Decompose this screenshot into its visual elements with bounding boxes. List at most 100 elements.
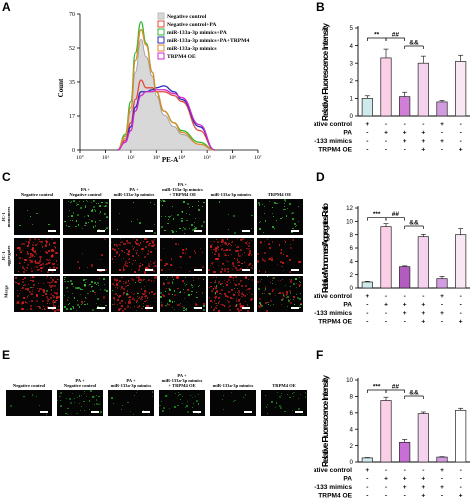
column-header: TRPM4 OE [272,383,296,388]
condition-mark: + [403,138,407,145]
bar [417,236,429,289]
scale-bar [242,307,250,309]
bar-chart-d: 0 2 4 6 8 10 12 Relative Monomers/Aggregates Ra… [314,203,470,326]
bar-ytick-label: 10 [346,377,353,384]
condition-mark: + [459,319,463,326]
hist-series-area [117,38,215,151]
condition-mark: - [441,319,443,326]
legend-swatch [157,36,165,44]
condition-mark: + [403,302,407,309]
condition-mark: - [460,121,462,128]
condition-mark: - [460,302,462,309]
hist-xtick-label: 10° [76,154,84,161]
bar [455,234,467,289]
micrograph-tile [14,237,60,274]
bar-chart-b: 0 1 2 3 4 5 Relative Fluorescence Intensity ** #… [314,23,470,154]
column-header: PA + miR-133a-3p mimics [110,378,152,388]
scale-bar [48,230,56,232]
bar [399,96,411,117]
bar-ylabel: Relative Fluorescence Intensity [321,23,330,121]
micrograph-tile [208,237,254,274]
column-header: miR-133a-3p mimics [210,192,252,197]
micrograph-tile [208,276,254,312]
hist-xlabel: PE-A [162,156,178,164]
row-label: Merge [3,285,9,298]
micrograph-tile [159,276,206,312]
sig-mark: ** [374,32,380,39]
condition-mark: + [365,293,369,300]
condition-mark: - [460,476,462,483]
bar [361,281,373,289]
condition-mark: + [440,484,444,491]
hist-ytick-label: 17 [69,114,75,120]
micrograph-tile [261,390,307,416]
condition-mark: - [441,493,443,500]
condition-mark: + [365,121,369,128]
condition-mark: - [385,319,387,326]
scale-bar [290,230,299,232]
condition-mark: - [366,302,368,309]
hist-series-line [117,28,215,151]
condition-mark: - [422,121,424,128]
condition-mark: - [385,467,387,474]
bar [380,226,392,289]
panel-letter-b: B [316,0,325,14]
condition-mark: + [421,493,425,500]
micrograph-tile [14,199,60,235]
legend-label: TRPM4 OE [167,54,196,60]
legend-swatch [157,44,165,52]
scale-bar [193,411,201,413]
hist-ylabel: Count [57,78,65,97]
condition-label: miR-133 mimics [314,138,352,145]
condition-mark: + [459,147,463,154]
bar-ylabel: Relative Fluorescence Intensity [321,375,330,467]
hist-ytick-label: 52 [69,46,75,52]
condition-label: miR-133 mimics [314,310,352,317]
bar-ytick-label: 8 [350,232,354,239]
bar-ytick-label: 6 [350,245,354,252]
condition-mark: + [403,310,407,317]
condition-mark: - [385,147,387,154]
legend-swatch [157,20,165,28]
condition-label: miR-133 mimics [314,484,352,491]
micrograph-tile [159,237,206,274]
row-label: JC-1 monomers [1,206,11,228]
micrograph-tile [159,199,206,235]
condition-mark: + [421,484,425,491]
condition-mark: + [403,476,407,483]
condition-mark: - [366,138,368,145]
micrograph-tile [57,390,103,416]
micrograph-tile [62,199,109,235]
condition-mark: - [404,121,406,128]
micrograph-tile [210,390,256,416]
condition-mark: - [385,138,387,145]
condition-mark: + [459,493,463,500]
bar [399,441,411,463]
hist-xtick-label: 10⁶ [229,155,237,161]
condition-mark: - [404,493,406,500]
micrograph-tile [208,199,254,235]
condition-mark: + [421,302,425,309]
micrograph-tile [256,276,303,312]
bar [380,400,392,463]
condition-mark: + [421,130,425,137]
condition-mark: - [366,484,368,491]
column-header: PA + miR-133a-3p mimics [113,187,155,197]
micrograph-tile [62,276,109,312]
micrograph-tile [62,237,109,274]
bar-ytick-label: 4 [350,259,354,266]
bar-ytick-label: 2 [350,78,354,85]
condition-mark: + [440,138,444,145]
scale-bar [193,307,202,309]
hist-series-line [117,89,216,151]
scale-bar [244,411,252,413]
condition-mark: + [421,138,425,145]
condition-mark: + [440,310,444,317]
scale-bar [290,307,299,309]
condition-label: TRPM4 OE [318,493,352,500]
column-header: Negative control [12,383,46,388]
sig-mark: *** [373,384,381,391]
condition-mark: + [440,293,444,300]
bar [436,456,448,463]
condition-label: PA [343,476,352,483]
